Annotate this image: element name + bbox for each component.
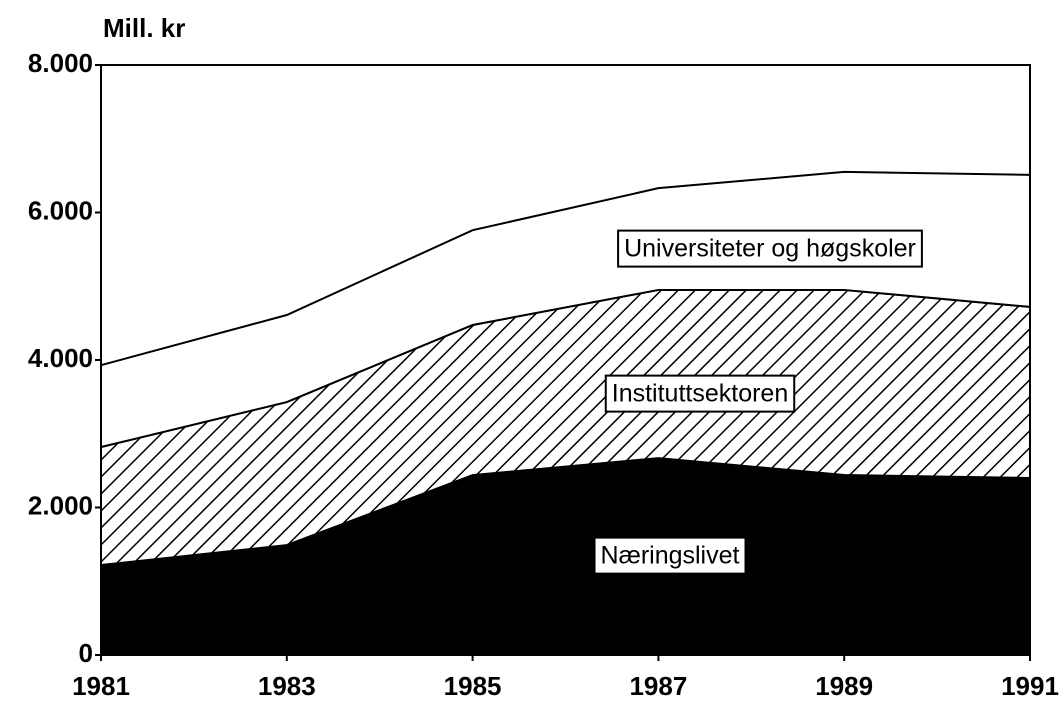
series-label: Universiteter og høgskoler — [617, 229, 923, 268]
series-label-box — [593, 536, 747, 575]
x-tick-label: 1989 — [815, 671, 873, 701]
y-tick-label: 4.000 — [28, 343, 93, 373]
y-axis-label: Mill. kr — [103, 13, 185, 43]
series-label-text: Universiteter og høgskoler — [624, 235, 916, 263]
series-label-text: Instituttsektoren — [612, 380, 788, 408]
y-tick-label: 8.000 — [28, 48, 93, 78]
x-tick-label: 1981 — [72, 671, 130, 701]
series-label-box — [617, 229, 923, 268]
x-tick-label: 1983 — [258, 671, 316, 701]
series-label: Næringslivet — [593, 536, 747, 575]
series-label: Instituttsektoren — [604, 374, 796, 413]
y-tick-label: 6.000 — [28, 195, 93, 225]
y-tick-label: 2.000 — [28, 490, 93, 520]
x-tick-label: 1987 — [629, 671, 687, 701]
series-label-text: Næringslivet — [601, 542, 740, 570]
x-tick-label: 1991 — [1001, 671, 1059, 701]
series-label-box — [604, 374, 796, 413]
y-tick-label: 0 — [79, 638, 93, 668]
x-tick-label: 1985 — [444, 671, 502, 701]
